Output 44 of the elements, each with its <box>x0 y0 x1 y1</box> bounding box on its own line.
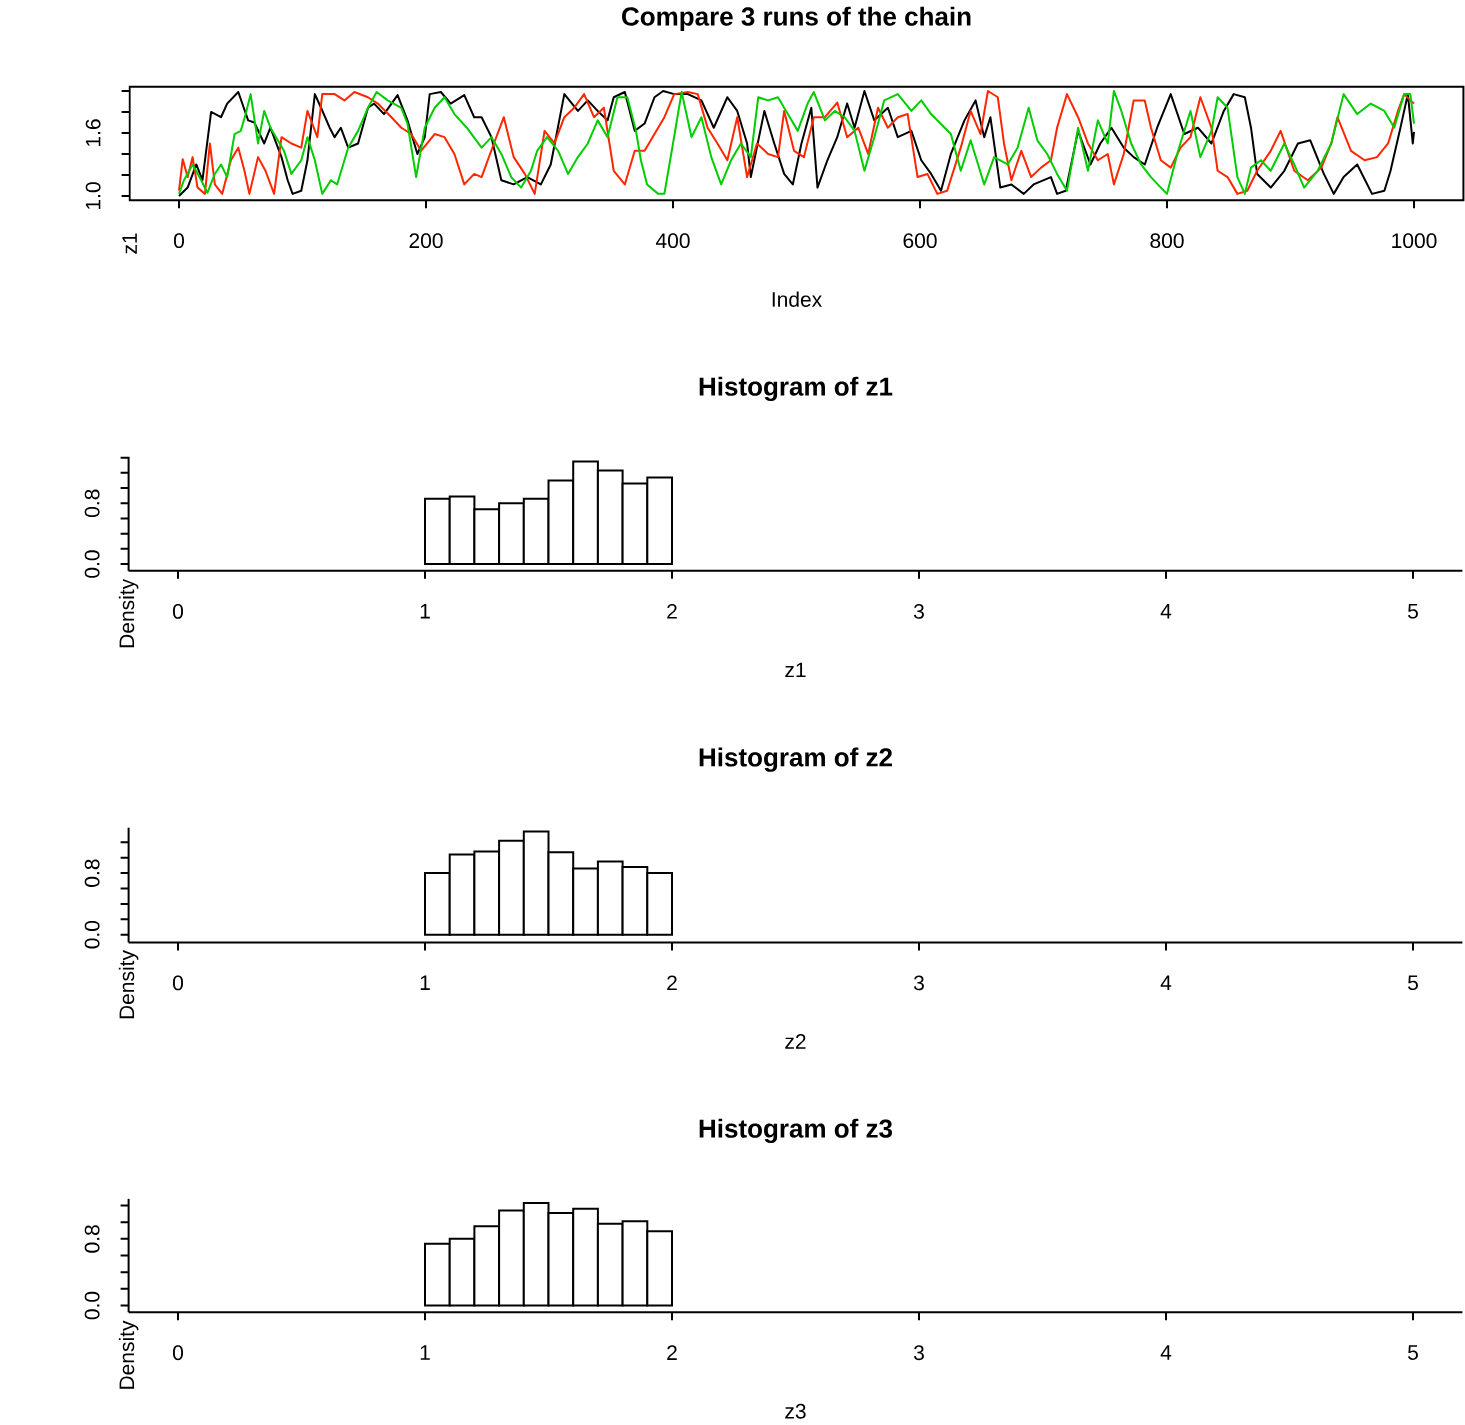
x-tick-label: 2 <box>667 603 677 619</box>
chart-title: Compare 3 runs of the chain <box>622 6 971 31</box>
y-axis-title: z1 <box>122 233 137 254</box>
x-tick-label: 800 <box>1150 233 1184 248</box>
x-axis-title: z1 <box>785 662 806 677</box>
y-tick-label: 1.6 <box>85 119 101 146</box>
y-tick-label: 0.0 <box>84 1291 100 1320</box>
y-axis-title: Density <box>118 1320 139 1389</box>
x-tick-label: 2 <box>667 1345 677 1360</box>
x-tick-label: 3 <box>913 1345 924 1360</box>
x-tick-label: 0 <box>172 975 184 991</box>
x-tick-label: 1 <box>420 1345 430 1360</box>
x-tick-label: 5 <box>1408 603 1418 619</box>
x-tick-label: 4 <box>1160 975 1172 990</box>
x-tick-label: 5 <box>1408 1345 1418 1360</box>
y-tick-label: 1.0 <box>85 182 101 209</box>
x-axis-title: z3 <box>785 1403 806 1419</box>
x-tick-label: 0 <box>173 233 185 248</box>
x-axis-title: z2 <box>785 1033 806 1049</box>
x-tick-label: 1 <box>420 975 430 990</box>
x-tick-label: 1 <box>420 603 430 619</box>
y-axis-title: Density <box>118 949 139 1019</box>
x-axis-title: Index <box>772 291 822 307</box>
y-tick-label: 0.8 <box>84 489 100 517</box>
x-tick-label: 600 <box>903 233 937 248</box>
y-tick-label: 0.0 <box>84 550 100 578</box>
x-tick-label: 1000 <box>1392 233 1437 248</box>
y-axis-title: Density <box>118 578 139 648</box>
x-tick-label: 3 <box>913 975 924 991</box>
y-tick-label: 0.0 <box>84 920 100 949</box>
chart-title: Histogram of z2 <box>699 747 892 772</box>
x-tick-label: 0 <box>172 603 184 619</box>
x-tick-label: 5 <box>1408 975 1418 990</box>
x-tick-label: 4 <box>1160 603 1172 619</box>
x-tick-label: 2 <box>667 975 677 990</box>
x-tick-label: 400 <box>655 233 690 248</box>
y-tick-label: 0.8 <box>84 859 100 887</box>
chart-title: Histogram of z1 <box>699 376 893 401</box>
x-tick-label: 3 <box>913 603 924 619</box>
y-tick-label: 0.8 <box>84 1225 100 1253</box>
x-tick-label: 4 <box>1160 1345 1172 1360</box>
chart-title: Histogram of z3 <box>699 1118 893 1143</box>
x-tick-label: 200 <box>409 233 443 248</box>
x-tick-label: 0 <box>172 1345 184 1360</box>
